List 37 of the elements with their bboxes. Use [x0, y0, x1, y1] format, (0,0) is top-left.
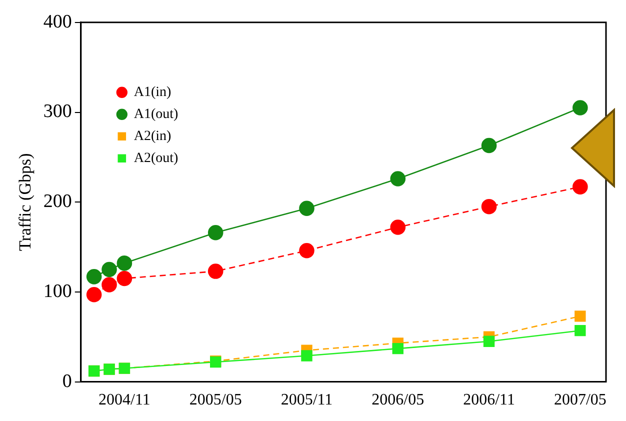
- x-tick-label: 2004/11: [98, 392, 150, 409]
- point: [390, 220, 406, 235]
- x-tick-label: 2006/11: [463, 392, 515, 409]
- point: [392, 342, 404, 354]
- point: [102, 277, 117, 292]
- y-axis-title: Traffic (Gbps): [16, 153, 35, 251]
- legend-label: A2(out): [134, 151, 179, 166]
- point: [86, 269, 102, 284]
- point: [208, 264, 224, 279]
- x-tick-label: 2005/11: [280, 392, 333, 409]
- legend-label: A2(in): [134, 129, 172, 144]
- point: [574, 310, 586, 322]
- x-tick-label: 2005/05: [189, 392, 242, 409]
- point: [301, 350, 312, 362]
- point: [116, 270, 132, 286]
- point: [299, 200, 314, 216]
- point: [208, 225, 224, 240]
- point: [572, 100, 588, 116]
- legend-label: A1(in): [134, 85, 172, 100]
- point: [481, 198, 497, 214]
- point: [86, 286, 102, 302]
- y-tick-label: 0: [62, 370, 72, 392]
- point: [299, 242, 314, 258]
- y-tick-label: 100: [43, 280, 72, 302]
- legend-label: A1(out): [134, 107, 179, 122]
- point: [574, 324, 586, 336]
- point: [102, 262, 117, 278]
- y-tick-label: 200: [43, 191, 72, 212]
- x-tick-label: 2006/05: [372, 392, 424, 409]
- point: [572, 179, 588, 194]
- point: [116, 256, 132, 271]
- y-tick-label: 300: [43, 101, 72, 122]
- point: [481, 138, 497, 154]
- point: [483, 336, 495, 347]
- point: [390, 171, 406, 186]
- x-tick-label: 2007/05: [554, 392, 606, 409]
- y-tick-label: 400: [43, 11, 72, 32]
